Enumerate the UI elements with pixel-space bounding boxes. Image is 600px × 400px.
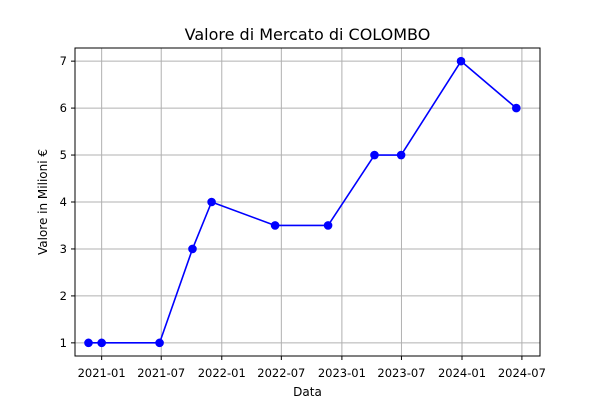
y-tick-label: 2 <box>60 289 67 303</box>
data-point <box>188 244 197 254</box>
y-tick-label: 5 <box>60 148 67 162</box>
x-tick-label: 2023-01 <box>318 366 366 380</box>
data-point <box>270 221 280 230</box>
y-tick-label: 6 <box>60 101 67 115</box>
data-point <box>207 197 216 207</box>
data-point <box>323 221 333 230</box>
data-point <box>396 150 406 160</box>
y-tick-label: 4 <box>60 195 67 209</box>
x-axis-label: Data <box>293 385 322 399</box>
data-point <box>155 338 164 348</box>
chart-title: Valore di Mercato di COLOMBO <box>185 25 431 44</box>
y-tick-label: 7 <box>60 54 67 68</box>
y-tick-label: 1 <box>60 336 67 350</box>
data-point <box>84 338 93 348</box>
plot-layer <box>84 56 521 348</box>
x-tick-label: 2021-07 <box>137 366 185 380</box>
data-point <box>97 338 106 348</box>
x-tick-label: 2021-01 <box>78 366 126 380</box>
x-tick-label: 2023-07 <box>377 366 425 380</box>
data-point <box>456 56 466 66</box>
data-point <box>370 150 379 160</box>
y-axis-label: Valore in Milioni € <box>36 149 50 255</box>
x-tick-label: 2022-01 <box>198 366 246 380</box>
x-tick-label: 2024-07 <box>498 366 546 380</box>
x-tick-label: 2022-07 <box>257 366 305 380</box>
tick-layer: 2021-01 2021-07 2022-01 2022-07 2023-01 2023-… <box>60 54 546 380</box>
y-tick-label: 3 <box>60 242 67 256</box>
data-point <box>512 103 521 113</box>
x-tick-label: 2024-01 <box>438 366 486 380</box>
